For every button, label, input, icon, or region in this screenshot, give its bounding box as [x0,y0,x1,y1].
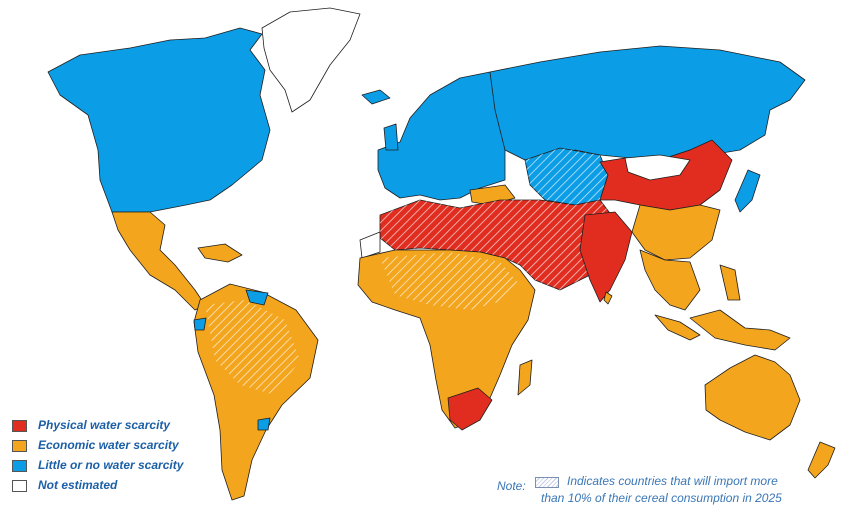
region-western-sahara [359,231,381,259]
region-southeast-asia [639,249,701,311]
region-uruguay [257,417,271,431]
legend-swatch-little [12,460,27,472]
region-new-zealand [807,441,836,479]
note-line-1: Indicates countries that will import mor… [567,474,778,488]
legend-label-economic: Economic water scarcity [38,438,179,452]
region-guianas [245,289,269,306]
region-russia [489,45,806,161]
legend-label-not-estimated: Not estimated [38,478,118,492]
region-north-america [47,27,271,213]
region-philippines [719,264,741,301]
region-mena-hatch [380,200,615,290]
region-uk [383,123,399,151]
note-hatch-swatch [535,477,559,488]
region-madagascar [517,359,533,396]
region-sub-saharan-africa-hatch [380,252,520,310]
region-mongolia [624,154,691,181]
region-south-america-hatch [205,300,300,395]
region-caribbean [197,243,243,263]
region-sri-lanka [603,291,613,305]
region-south-africa [447,387,493,431]
region-india [579,211,633,303]
legend-swatch-not-estimated [12,480,27,492]
region-australia [704,354,801,441]
region-iceland [361,89,391,105]
label-masks [5,240,476,514]
legend-swatch-economic [12,440,27,452]
region-indonesia-east [689,309,791,351]
legend-label-little: Little or no water scarcity [38,458,184,472]
note-line-2: than 10% of their cereal consumption in … [541,491,782,505]
region-ecuador [193,317,207,331]
legend-swatch-physical [12,420,27,432]
region-indonesia-west [654,314,701,341]
region-greenland [261,7,361,113]
region-south-china [631,204,721,261]
region-europe [377,71,506,201]
region-central-asia-hatch [525,148,608,205]
region-japan [734,169,761,213]
note-label: Note: [497,479,526,493]
legend-label-physical: Physical water scarcity [38,418,171,432]
